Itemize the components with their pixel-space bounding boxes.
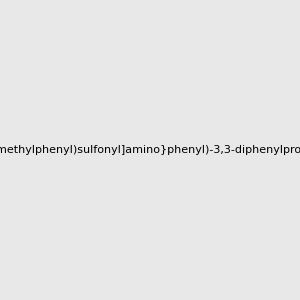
Text: N-(4-{[(4-methylphenyl)sulfonyl]amino}phenyl)-3,3-diphenylpropanamide: N-(4-{[(4-methylphenyl)sulfonyl]amino}ph… [0,145,300,155]
